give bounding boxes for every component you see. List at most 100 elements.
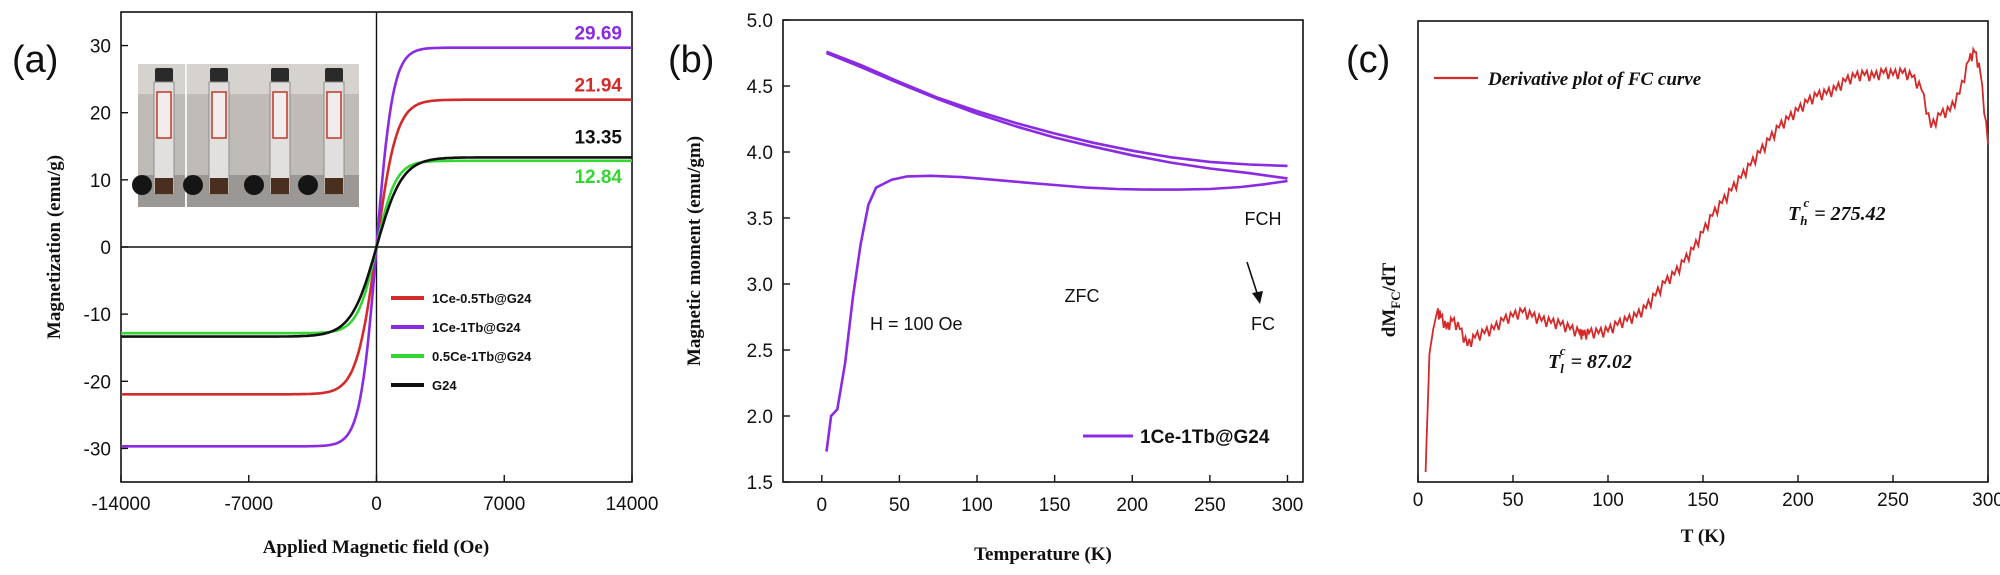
panel-a-legend: 1Ce-0.5Tb@G24 1Ce-1Tb@G24 0.5Ce-1Tb@G24 G24 xyxy=(391,291,532,393)
y-tick-label: 4.5 xyxy=(747,77,773,98)
panel-b-ticks: 0 50 100 150 200 250 300 1.5 2.0 2.5 3.0 3.5 4.0 4.5 5… xyxy=(747,11,1304,516)
panel-b-fc-arrowhead xyxy=(1252,291,1263,304)
inset-vial-cap xyxy=(155,68,173,82)
legend-label-1Ce-1Tb@G24: 1Ce-1Tb@G24 xyxy=(432,320,521,335)
panel-b-fc-label: FC xyxy=(1251,314,1275,334)
saturation-label-1Ce-0.5Tb@G24: 21.94 xyxy=(574,76,622,97)
inset-vial-label xyxy=(211,91,227,139)
inset-photo-wall xyxy=(138,64,359,94)
panel-a: (a) 21.94 29.69 12.84 13.35 -14000 -7000 0 700… xyxy=(12,11,659,558)
panel-c-th-sup: c xyxy=(1803,195,1809,210)
x-tick-label: 250 xyxy=(1194,495,1226,516)
y-tick-label: -30 xyxy=(84,439,111,460)
panel-b-fch-label: FCH xyxy=(1245,209,1282,229)
inset-magnet xyxy=(183,175,203,195)
panel-c-tl-sub: l xyxy=(1560,361,1564,376)
panel-c-ylabel: dMFC/dT xyxy=(1379,262,1403,337)
panel-b-label: (b) xyxy=(668,39,714,81)
panel-a-ticks: -14000 -7000 0 7000 14000 -30 -20 -10 0 10 20 30 xyxy=(84,37,659,515)
y-tick-label: 4.0 xyxy=(747,143,773,164)
series-curve-G24 xyxy=(121,156,632,338)
legend-label-1Ce-0.5Tb@G24: 1Ce-0.5Tb@G24 xyxy=(432,291,532,306)
y-tick-label: -20 xyxy=(84,372,111,393)
inset-magnet xyxy=(244,175,264,195)
panel-c-ticks: 0 50 100 150 200 250 300 xyxy=(1413,475,2000,511)
x-tick-label: 50 xyxy=(1502,490,1523,511)
x-tick-label: 0 xyxy=(1413,490,1424,511)
panel-c-th-sub: h xyxy=(1800,213,1807,228)
panel-c-th-main: T xyxy=(1788,203,1801,225)
saturation-label-0.5Ce-1Tb@G24: 12.84 xyxy=(574,167,622,188)
panel-b-zfc-label: ZFC xyxy=(1065,286,1100,306)
x-tick-label: 200 xyxy=(1782,490,1814,511)
panel-c-tl-sup: c xyxy=(1560,343,1566,358)
y-tick-label: 0 xyxy=(100,238,111,259)
inset-vial-cap xyxy=(210,68,228,82)
y-tick-label: 2.0 xyxy=(747,407,773,428)
x-tick-label: 100 xyxy=(961,495,993,516)
x-tick-label: 14000 xyxy=(606,494,659,515)
legend-label-0.5Ce-1Tb@G24: 0.5Ce-1Tb@G24 xyxy=(432,349,532,364)
y-tick-label: 2.5 xyxy=(747,341,773,362)
panel-b-plot-frame xyxy=(782,19,1304,483)
y-tick-label: 20 xyxy=(90,104,111,125)
inset-magnet xyxy=(298,175,318,195)
panel-c-ylabel-main: dM xyxy=(1379,309,1400,338)
y-tick-label: 1.5 xyxy=(747,473,773,494)
panel-a-ylabel: Magnetization (emu/g) xyxy=(44,155,65,339)
inset-vial-label xyxy=(156,91,172,139)
panel-b: (b) 0 50 100 150 200 250 300 1.5 2.0 2.5 3.0 3.5 4.0… xyxy=(668,11,1304,565)
panel-b-legend-label: 1Ce-1Tb@G24 xyxy=(1140,427,1270,448)
panel-c: (c) 0 50 100 150 200 250 300 Derivative plot o… xyxy=(1346,20,2000,547)
inset-vial-powder xyxy=(325,178,343,194)
saturation-label-1Ce-1Tb@G24: 29.69 xyxy=(574,24,622,45)
panel-c-tl-main: T xyxy=(1548,351,1561,373)
curve-zfc xyxy=(825,174,1288,452)
saturation-label-G24: 13.35 xyxy=(574,127,622,148)
y-tick-label: 5.0 xyxy=(747,11,773,32)
panel-c-plot-frame xyxy=(1417,20,1989,483)
x-tick-label: 150 xyxy=(1687,490,1719,511)
x-tick-label: 200 xyxy=(1116,495,1148,516)
panel-c-legend-label: Derivative plot of FC curve xyxy=(1487,69,1702,90)
legend-label-G24: G24 xyxy=(432,378,457,393)
panel-c-ylabel-sub: FC xyxy=(1388,291,1403,308)
x-tick-label: -7000 xyxy=(224,494,273,515)
inset-vial-label xyxy=(272,91,288,139)
x-tick-label: 50 xyxy=(889,495,910,516)
panel-a-xlabel: Applied Magnetic field (Oe) xyxy=(263,537,489,558)
inset-vial-cap xyxy=(271,68,289,82)
panel-a-label: (a) xyxy=(12,39,58,81)
x-tick-label: 100 xyxy=(1592,490,1624,511)
panel-b-legend: 1Ce-1Tb@G24 xyxy=(1083,427,1270,448)
x-tick-label: 300 xyxy=(1272,495,1304,516)
panel-c-tl-annotation: Tlc = 87.02 xyxy=(1548,343,1632,376)
panel-c-curves xyxy=(1424,45,1989,473)
derivative-curve xyxy=(1424,45,1989,473)
panel-c-ylabel-tail: /dT xyxy=(1379,262,1400,292)
curve-fch xyxy=(826,50,1288,168)
inset-vial-label xyxy=(326,91,342,139)
x-tick-label: -14000 xyxy=(91,494,150,515)
x-tick-label: 150 xyxy=(1039,495,1071,516)
y-tick-label: 10 xyxy=(90,171,111,192)
panel-c-th-value: = 275.42 xyxy=(1809,203,1885,225)
inset-magnet xyxy=(132,175,152,195)
inset-vial-powder xyxy=(210,178,228,194)
y-tick-label: 30 xyxy=(90,37,111,58)
panel-c-th-annotation: Thc = 275.42 xyxy=(1788,195,1886,228)
panel-a-inset-photo xyxy=(132,64,359,207)
inset-vial-cap xyxy=(325,68,343,82)
curve-fc xyxy=(826,51,1288,180)
x-tick-label: 0 xyxy=(371,494,382,515)
panel-c-label: (c) xyxy=(1346,39,1390,81)
y-tick-label: 3.5 xyxy=(747,209,773,230)
panel-c-legend: Derivative plot of FC curve xyxy=(1434,69,1702,90)
y-tick-label: -10 xyxy=(84,305,111,326)
inset-vial-powder xyxy=(271,178,289,194)
panel-c-xlabel: T (K) xyxy=(1681,526,1726,547)
panel-b-xlabel: Temperature (K) xyxy=(974,544,1112,565)
panel-b-ylabel: Magnetic moment (emu/gm) xyxy=(684,136,705,366)
x-tick-label: 250 xyxy=(1877,490,1909,511)
